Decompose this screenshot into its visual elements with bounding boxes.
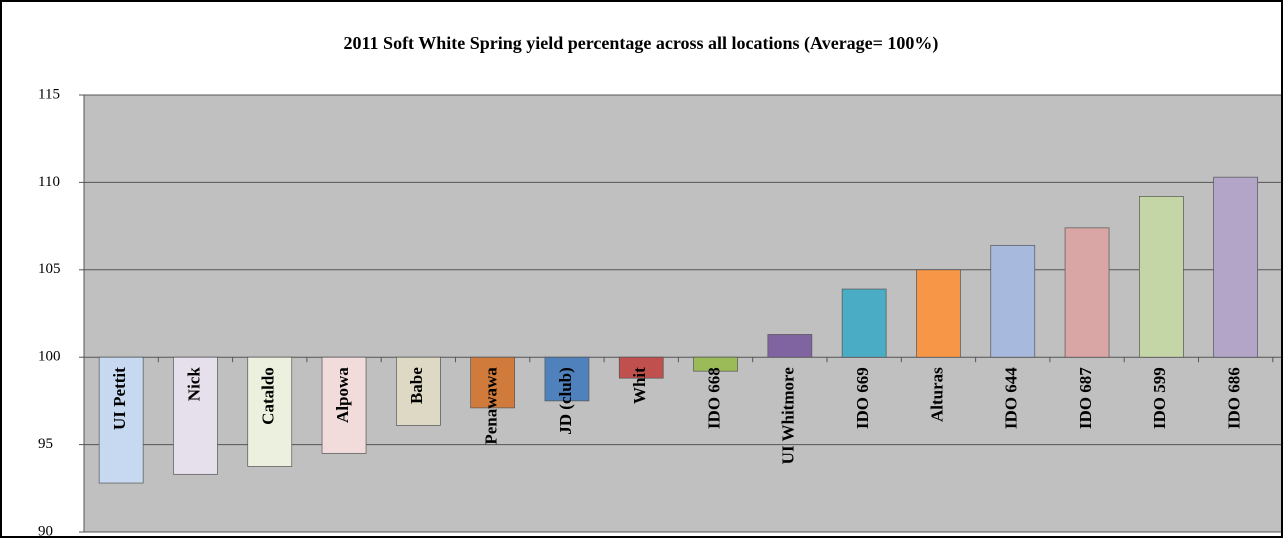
x-tick-label: UI Pettit <box>110 367 129 430</box>
x-tick-label: IDO 644 <box>1002 367 1021 429</box>
x-tick-label: IDO 669 <box>853 367 872 429</box>
x-tick-label: Penawawa <box>482 367 501 445</box>
bar <box>916 269 961 358</box>
bar <box>1213 176 1259 358</box>
x-tick-label: IDO 687 <box>1076 367 1095 429</box>
y-tick-label: 90 <box>38 523 53 538</box>
bar <box>470 356 515 409</box>
chart-title: 2011 Soft White Spring yield percentage … <box>344 33 939 54</box>
x-tick-label: IDO 599 <box>1150 367 1169 429</box>
y-tick-label: 100 <box>38 349 61 365</box>
x-tick-label: Alturas <box>927 367 946 422</box>
y-tick-label: 105 <box>38 261 61 277</box>
y-tick-label: 95 <box>38 436 53 452</box>
bar <box>767 334 813 358</box>
bar <box>396 356 441 426</box>
y-tick-label: 115 <box>38 86 60 102</box>
bar <box>990 244 1036 358</box>
bar <box>544 356 590 402</box>
x-tick-label: UI Whitmore <box>779 367 798 465</box>
x-tick-label: IDO 668 <box>704 367 723 429</box>
bar <box>841 288 887 358</box>
bar <box>247 356 293 467</box>
bar <box>693 356 738 372</box>
bar <box>618 356 664 379</box>
bar <box>1138 196 1184 358</box>
x-tick-label: Cataldo <box>259 367 278 425</box>
bar <box>1064 227 1110 358</box>
bar <box>98 356 144 484</box>
x-tick-label: JD (club) <box>556 367 575 435</box>
x-tick-label: IDO 686 <box>1225 367 1244 429</box>
x-tick-label: Whit <box>630 367 649 404</box>
x-tick-label: Nick <box>184 367 203 402</box>
bar <box>321 356 367 454</box>
bar <box>173 356 218 475</box>
y-tick-label: 110 <box>38 174 60 190</box>
x-tick-label: Alpowa <box>333 367 352 423</box>
x-tick-label: Babe <box>407 367 426 404</box>
